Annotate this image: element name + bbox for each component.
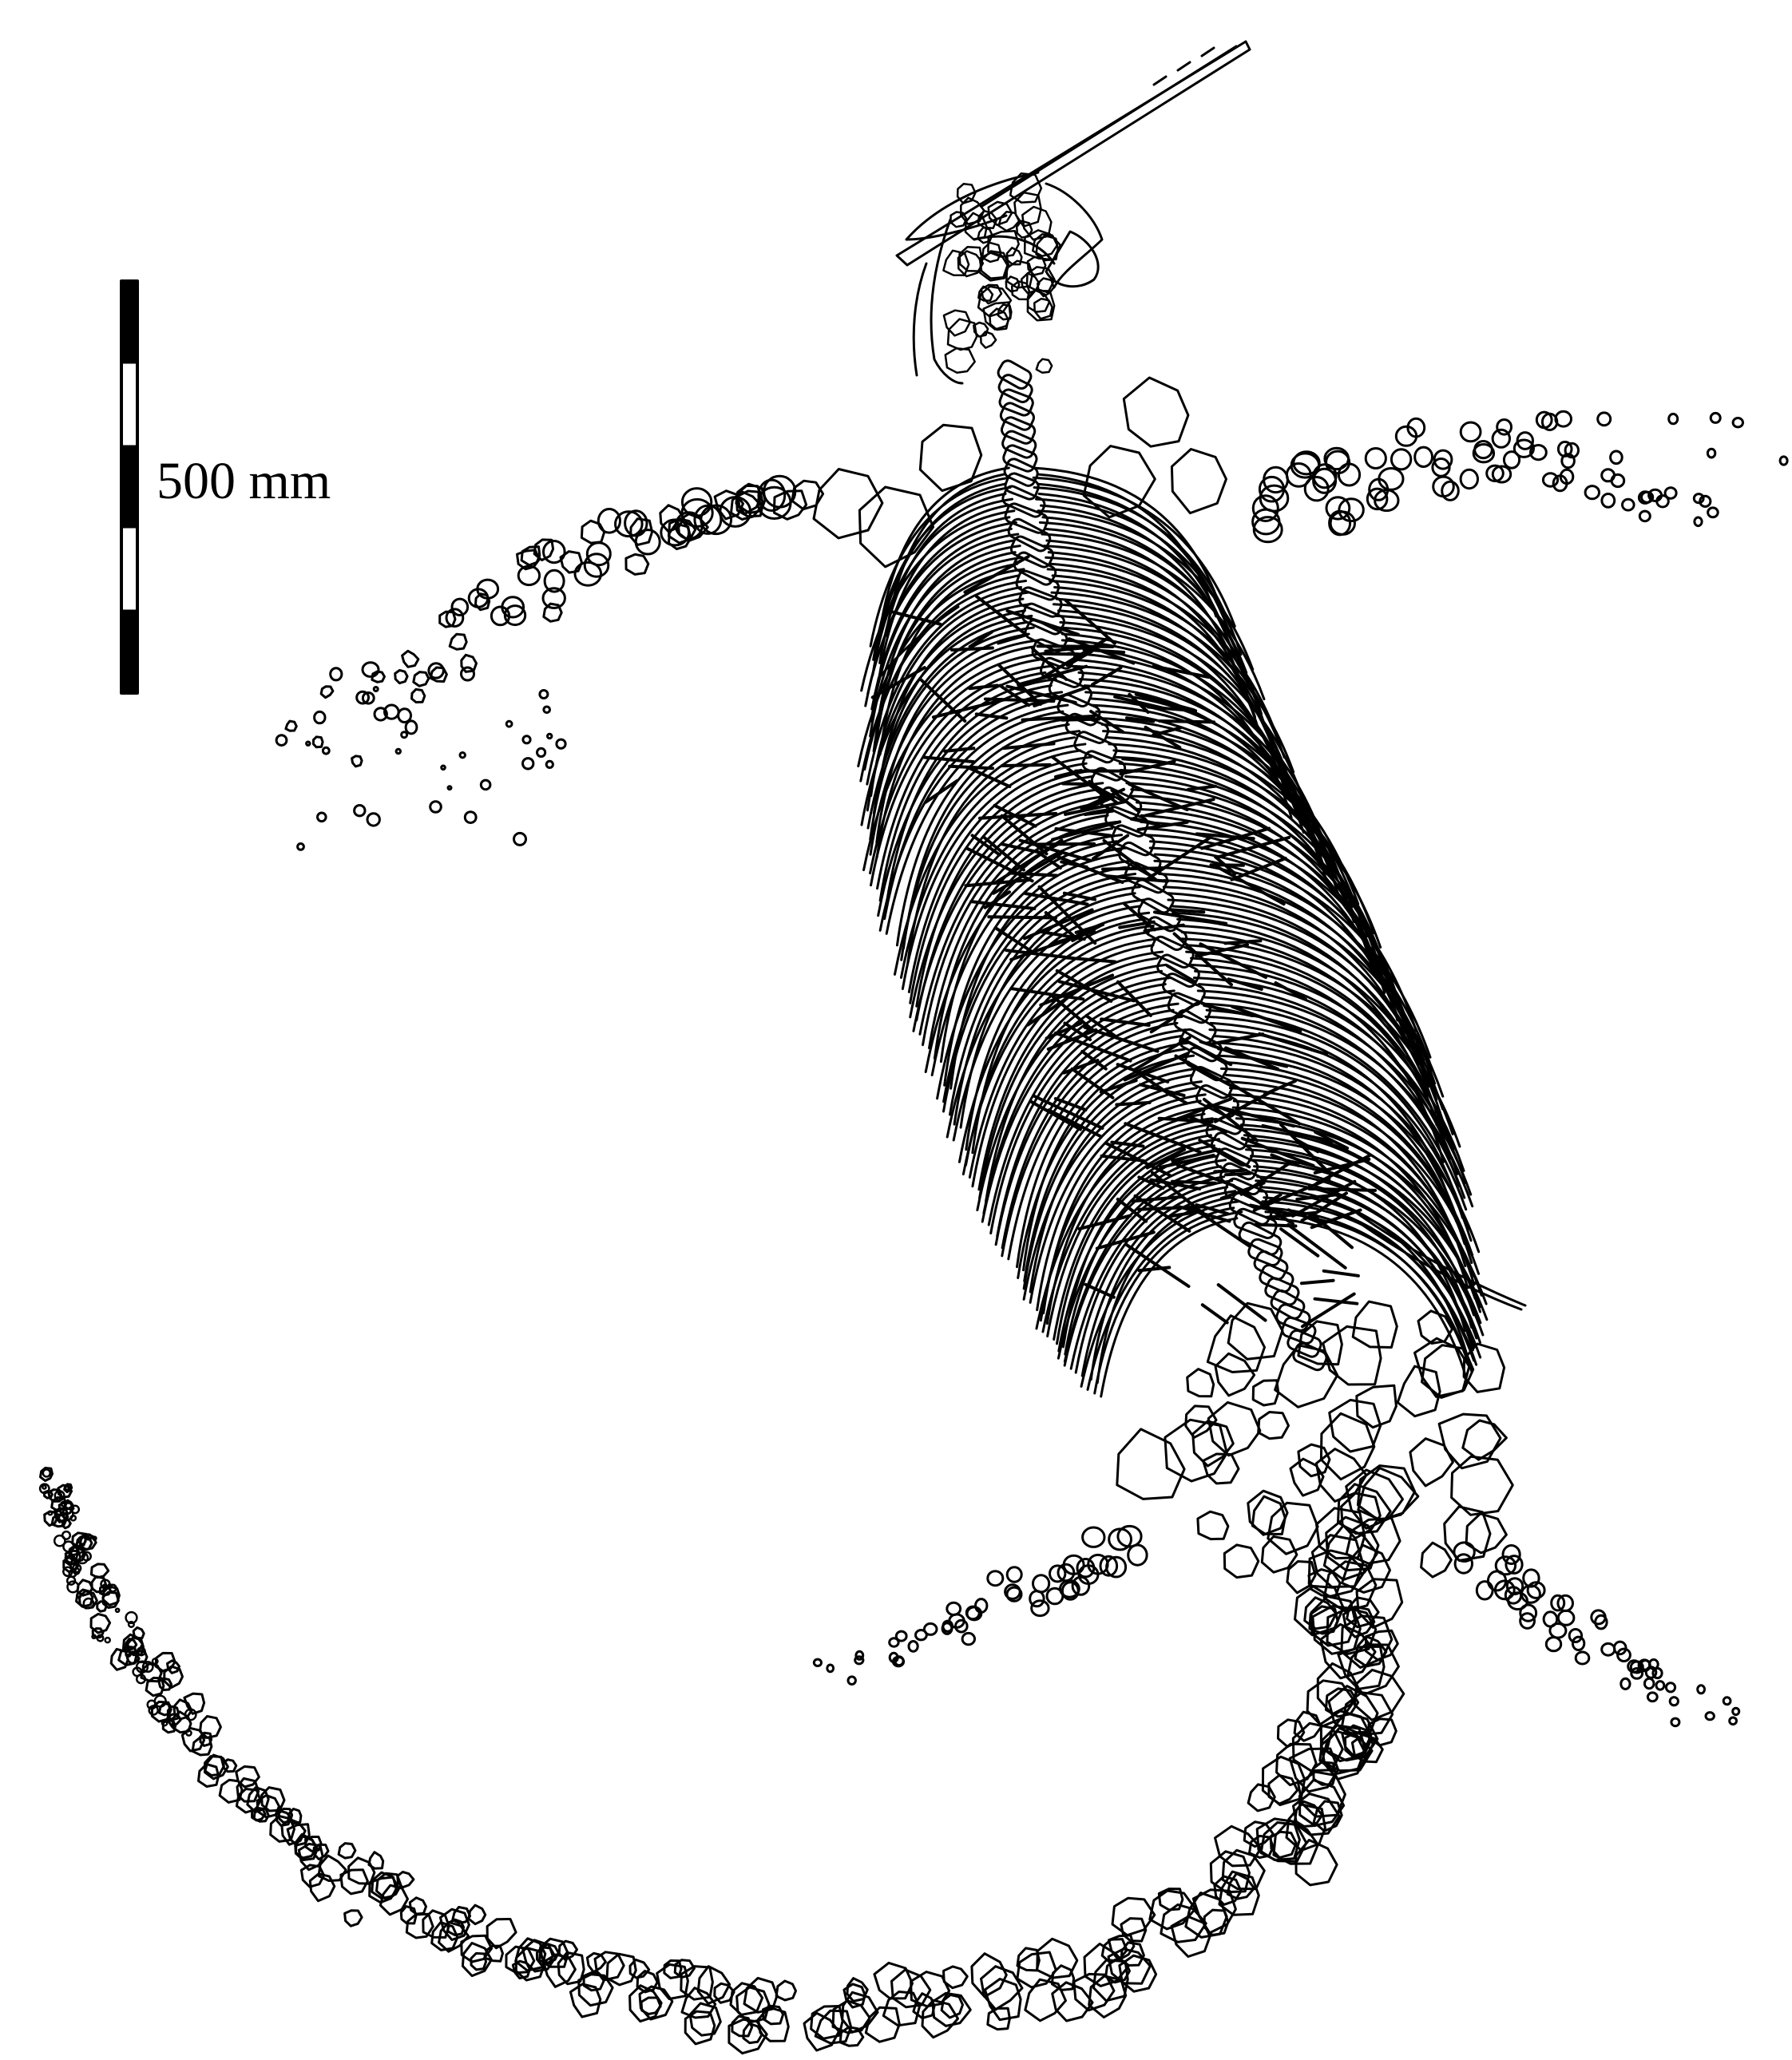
ribs — [857, 466, 1527, 1398]
vertebral-column — [997, 359, 1328, 1372]
gastralia — [870, 555, 1377, 1329]
scale-bar — [120, 279, 139, 695]
tail — [39, 1467, 1405, 2055]
left-forefin — [275, 423, 983, 851]
scale-bar-label: 500 mm — [157, 452, 331, 510]
skull-bones — [942, 172, 1062, 374]
left-hindfin — [812, 1524, 1148, 1686]
tail-end — [38, 1468, 197, 1737]
pelvic-region — [1116, 1300, 1514, 1579]
right-hindfin — [1453, 1541, 1741, 1728]
skull — [895, 40, 1251, 385]
right-forefin — [1082, 376, 1789, 544]
